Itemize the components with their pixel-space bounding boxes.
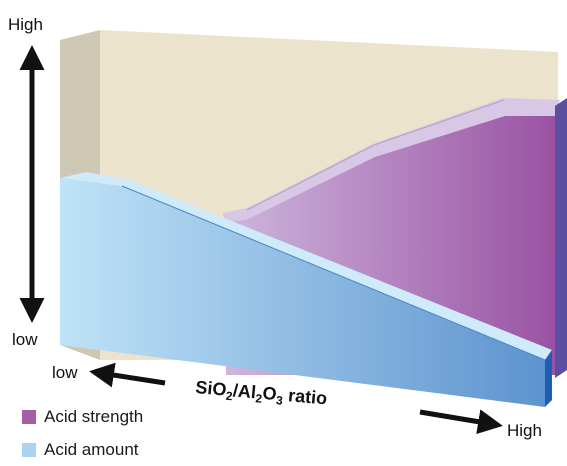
acid-strength-top	[222, 98, 560, 222]
acid-amount-ridge	[121, 185, 546, 361]
acid-amount-shape	[60, 178, 545, 407]
acid-amount-top	[60, 172, 552, 360]
acid-strength-ridge	[246, 144, 375, 211]
acid-strength-ridge	[373, 99, 505, 146]
legend-label-acid-amount: Acid amount	[44, 440, 139, 459]
x-axis-high-label: High	[507, 421, 542, 440]
acid-strength-side	[555, 98, 567, 378]
acid-amount-swatch	[22, 443, 36, 457]
x-axis-arrow-right	[419, 409, 503, 435]
x-axis-title: SiO2/Al2O3 ratio	[194, 377, 328, 411]
y-axis-low-label: low	[12, 330, 38, 349]
legend-item-acid-amount: Acid amount	[22, 440, 139, 460]
y-axis-high-label: High	[8, 15, 43, 34]
acid-amount-side	[545, 350, 552, 407]
x-axis-low-label: low	[52, 363, 78, 382]
legend-label-acid-strength: Acid strength	[44, 407, 144, 426]
x-axis-arrow-left	[89, 362, 166, 388]
legend-item-acid-strength: Acid strength	[22, 407, 143, 427]
acid-strength-swatch	[22, 410, 36, 424]
